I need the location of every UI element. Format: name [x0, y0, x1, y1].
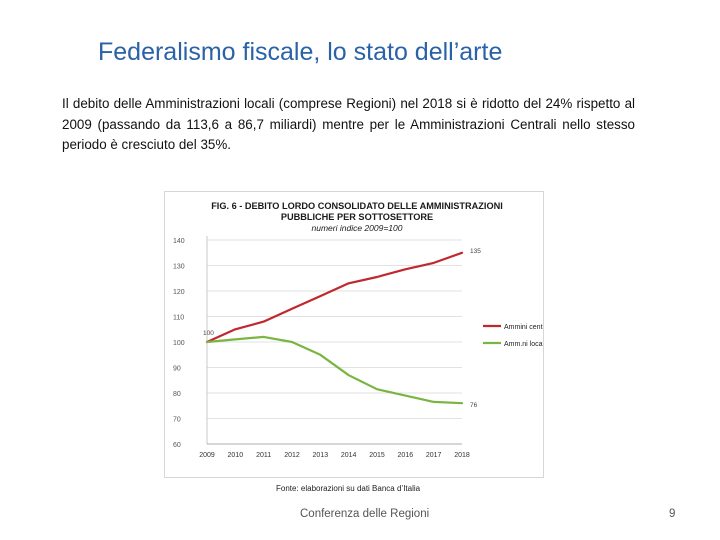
legend-label-locali: Amm.ni locali — [504, 341, 543, 348]
y-tick-label: 80 — [173, 391, 181, 398]
x-tick-label: 2015 — [369, 452, 385, 459]
x-tick-label: 2014 — [341, 452, 357, 459]
x-tick-label: 2013 — [313, 452, 329, 459]
slide-title: Federalismo fiscale, lo stato dell’arte — [98, 38, 503, 66]
y-tick-label: 60 — [173, 442, 181, 449]
chart-title-line-1: FIG. 6 - DEBITO LORDO CONSOLIDATO DELLE … — [211, 201, 503, 211]
series-end-label: 135 — [470, 248, 481, 255]
chart-title-line-2: PUBBLICHE PER SOTTOSETTORE — [281, 212, 433, 222]
x-tick-label: 2012 — [284, 452, 300, 459]
y-tick-label: 110 — [173, 315, 184, 322]
legend-label-centrali: Ammini centrali — [504, 324, 543, 331]
y-tick-label: 90 — [173, 366, 181, 373]
series-end-label: 76 — [470, 402, 478, 409]
x-tick-label: 2010 — [228, 452, 244, 459]
x-tick-label: 2017 — [426, 452, 442, 459]
x-tick-label: 2018 — [454, 452, 470, 459]
series-start-label: 100 — [203, 330, 214, 337]
page-number: 9 — [669, 508, 676, 520]
chart-source: Fonte: elaborazioni su dati Banca d’Ital… — [276, 484, 421, 493]
chart-subtitle: numeri indice 2009=100 — [312, 223, 403, 233]
x-tick-label: 2009 — [199, 452, 215, 459]
x-tick-label: 2016 — [398, 452, 414, 459]
y-tick-label: 70 — [173, 417, 181, 424]
y-tick-label: 120 — [173, 289, 185, 296]
y-tick-label: 140 — [173, 238, 185, 245]
body-paragraph: Il debito delle Amministrazioni locali (… — [62, 96, 635, 152]
chart-container: FIG. 6 - DEBITO LORDO CONSOLIDATO DELLE … — [164, 191, 544, 478]
y-tick-label: 100 — [173, 340, 185, 347]
y-tick-label: 130 — [173, 264, 185, 271]
line-chart: FIG. 6 - DEBITO LORDO CONSOLIDATO DELLE … — [173, 201, 543, 459]
series-line-centrali — [205, 251, 464, 344]
series-line-locali — [205, 335, 464, 405]
x-tick-label: 2011 — [256, 452, 271, 459]
footer-text: Conferenza delle Regioni — [300, 508, 430, 520]
